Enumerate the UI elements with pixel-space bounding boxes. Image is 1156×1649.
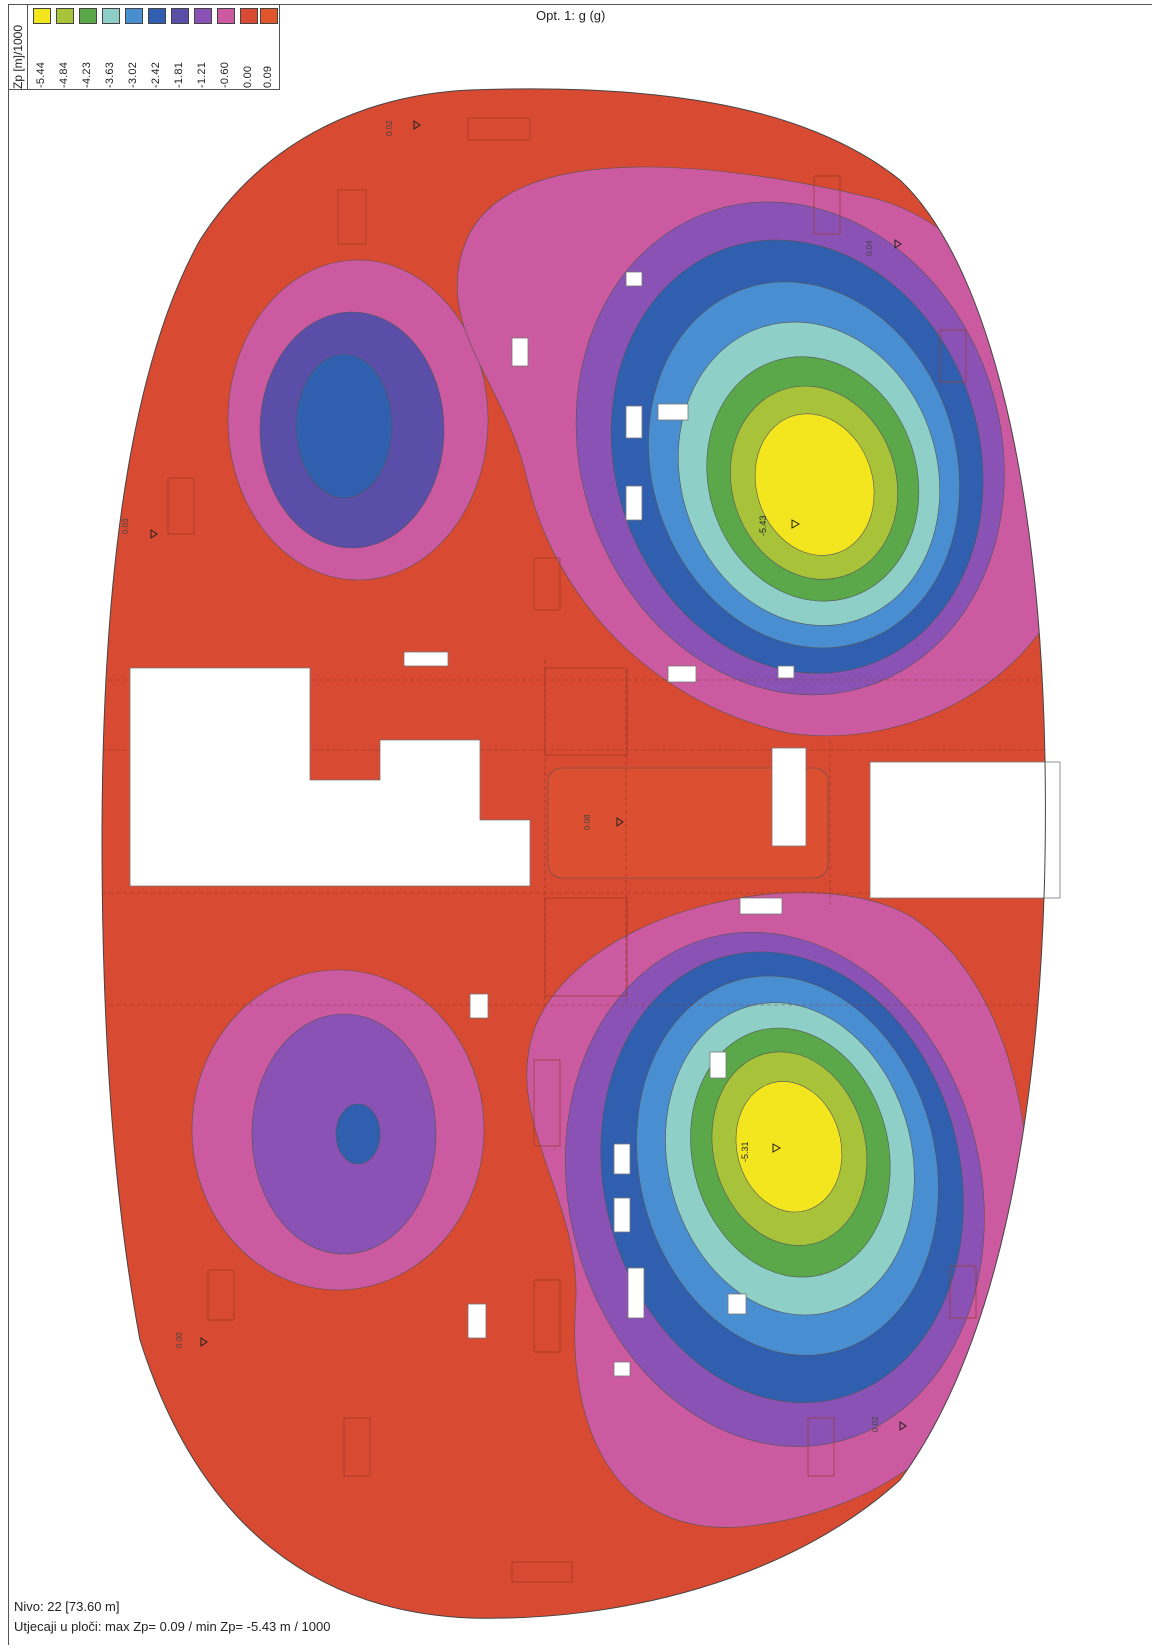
legend-swatch [33, 8, 51, 24]
opening-small [657, 403, 689, 421]
legend-entry: -5.44 [31, 8, 53, 88]
peak-label-lower: -5.31 [740, 1141, 750, 1162]
point-label: 0.03 [121, 518, 130, 534]
opening-small [667, 665, 697, 683]
contour-group-upper-right [456, 166, 1046, 737]
legend-value: -1.21 [196, 61, 208, 88]
legend-value: -5.44 [35, 61, 47, 88]
slab-outline [101, 88, 1046, 1619]
legend-entry: -2.42 [146, 8, 168, 88]
opening-small [403, 651, 449, 667]
opening-small [739, 897, 783, 915]
legend-entry: -4.84 [54, 8, 76, 88]
contour-band [754, 413, 875, 556]
legend-swatch [56, 8, 74, 24]
legend-entry: 0.00 [238, 8, 260, 88]
contour-band [295, 353, 393, 499]
legend-value: -3.02 [127, 61, 139, 88]
contour-group-lower-right [526, 892, 1030, 1528]
peak-label-upper: -5.43 [758, 515, 768, 536]
contour-band [335, 1103, 381, 1165]
point-label: 0.00 [175, 1332, 184, 1348]
support-markers [150, 120, 907, 1431]
point-label: 0.02 [871, 1416, 880, 1432]
legend-value: -0.60 [219, 61, 231, 88]
legend-swatch [240, 8, 258, 24]
legend-swatch [102, 8, 120, 24]
legend-value: 0.09 [262, 65, 274, 88]
openings [129, 271, 1061, 1377]
legend-value: 0.00 [242, 65, 254, 88]
opening-small [625, 271, 643, 287]
contour-band [735, 1081, 843, 1213]
legend: Zp [m]/1000 -5.44 -4.84 -4.23 -3.63 -3.0… [8, 4, 280, 90]
legend-value: -4.23 [81, 61, 93, 88]
opening-stair [771, 747, 807, 847]
contour-group-upper-left [227, 259, 489, 581]
opening-left-block [129, 667, 531, 887]
opening-small [777, 665, 795, 679]
legend-entry: -1.21 [192, 8, 214, 88]
center-label: 0.08 [583, 814, 592, 830]
opening-small [709, 1051, 727, 1079]
opening-small [727, 1293, 747, 1315]
point-label: 0.02 [385, 120, 394, 136]
contour-group-lower-left [191, 969, 485, 1291]
legend-value: -2.42 [150, 61, 162, 88]
opening-small [627, 1267, 645, 1319]
peak-marker [772, 1143, 782, 1153]
legend-swatch [217, 8, 235, 24]
legend-entry: -0.60 [215, 8, 237, 88]
legend-swatch [79, 8, 97, 24]
legend-divider [27, 5, 28, 89]
level-label: Nivo: 22 [73.60 m] [14, 1599, 120, 1614]
peak-marker [791, 519, 801, 529]
opening-small [467, 1303, 487, 1339]
chart-title: Opt. 1: g (g) [536, 8, 606, 23]
marker-triangle [894, 239, 902, 249]
central-strip [547, 767, 829, 879]
legend-value: -1.81 [173, 61, 185, 88]
legend-entry: -3.63 [100, 8, 122, 88]
point-label: 0.04 [865, 240, 874, 256]
legend-entry: -4.23 [77, 8, 99, 88]
opening-small [469, 993, 489, 1019]
legend-swatch [148, 8, 166, 24]
legend-swatch [194, 8, 212, 24]
legend-value: -3.63 [104, 61, 116, 88]
marker-triangle [413, 120, 421, 130]
legend-title: Zp [m]/1000 [11, 24, 25, 89]
marker-triangle [200, 1337, 208, 1347]
legend-swatch [260, 8, 278, 24]
opening-right-block [869, 761, 1061, 899]
legend-entry: 0.09 [258, 8, 280, 88]
legend-entry: -1.81 [169, 8, 191, 88]
legend-value: -4.84 [58, 61, 70, 88]
opening-small [625, 405, 643, 439]
legend-swatch [171, 8, 189, 24]
opening-small [613, 1197, 631, 1233]
legend-swatch [125, 8, 143, 24]
marker-triangle [899, 1421, 907, 1431]
opening-small [511, 337, 529, 367]
marker-triangle [150, 529, 158, 539]
opening-small [613, 1361, 631, 1377]
summary-label: Utjecaji u ploči: max Zp= 0.09 / min Zp=… [14, 1619, 331, 1634]
marker-triangle [616, 817, 624, 827]
drawing-frame [8, 4, 1152, 1645]
opening-small [613, 1143, 631, 1175]
legend-entry: -3.02 [123, 8, 145, 88]
opening-small [625, 485, 643, 521]
